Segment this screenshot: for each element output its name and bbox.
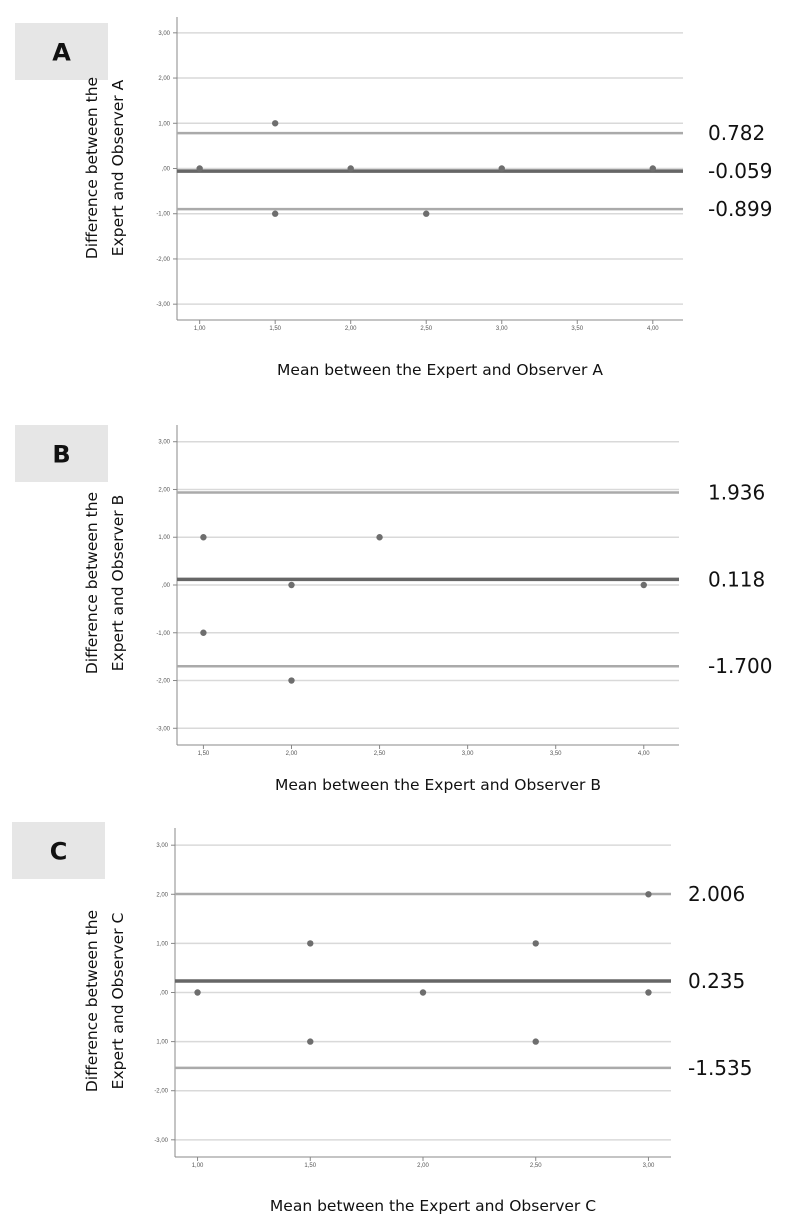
x-tick-label: 2,50: [420, 326, 432, 332]
y-tick-label: ,00: [160, 991, 169, 997]
y-axis-title-line1: Difference between the: [83, 492, 101, 674]
data-point: [194, 989, 201, 996]
y-tick-label: ,00: [162, 583, 171, 589]
limit-of-agreement-label: 0.782: [708, 121, 765, 145]
x-tick-label: 1,50: [198, 751, 210, 757]
data-point: [419, 989, 427, 996]
x-tick-label: 2,50: [374, 751, 386, 757]
panel-b: B 3,00 2,00 1,00 ,00 -1,00 -2,00 -3,00 1,50 2,00 2…: [15, 425, 772, 794]
x-tick-label: 2,00: [417, 1163, 429, 1169]
data-point: [288, 581, 295, 589]
x-tick-label: 2,50: [530, 1163, 542, 1169]
y-tick-label: 2,00: [158, 487, 170, 493]
x-tick-label: 4,00: [647, 326, 659, 332]
panel-badge: [15, 425, 108, 482]
y-tick-label: 1,00: [156, 941, 168, 947]
y-tick-label: 3,00: [156, 843, 168, 849]
x-tick-label: 2,00: [286, 751, 298, 757]
panel-badge: [15, 23, 108, 80]
x-tick-label: 3,00: [643, 1163, 655, 1169]
mean-difference-label: 0.235: [688, 969, 745, 993]
y-axis-title-line2: Expert and Observer C: [109, 913, 127, 1090]
limit-of-agreement-label: -1.700: [708, 654, 772, 678]
y-tick-label: -1,00: [156, 631, 170, 637]
data-point: [645, 891, 652, 898]
data-point: [196, 165, 203, 172]
y-tick-label: -3,00: [156, 726, 170, 732]
y-tick-label: -2,00: [156, 679, 170, 685]
data-point: [498, 165, 505, 172]
data-point: [200, 629, 207, 636]
mean-difference-label: 0.118: [708, 567, 765, 591]
x-tick-label: 3,50: [550, 751, 562, 757]
panel-letter: C: [50, 838, 68, 866]
data-point: [423, 210, 430, 217]
data-point: [645, 989, 652, 996]
data-point: [307, 940, 314, 947]
limit-of-agreement-label: 2.006: [688, 882, 745, 906]
y-tick-label: 2,00: [156, 892, 168, 898]
data-point: [640, 581, 647, 589]
limit-of-agreement-label: -0.899: [708, 197, 772, 221]
y-tick-label: 3,00: [158, 440, 170, 446]
data-point: [532, 940, 539, 947]
y-tick-label: 1,00: [158, 535, 170, 541]
data-point: [532, 1038, 539, 1045]
limit-of-agreement-label: -1.535: [688, 1056, 752, 1080]
y-axis-title-line1: Difference between the: [83, 77, 101, 259]
x-axis-title: Mean between the Expert and Observer A: [277, 361, 603, 379]
y-tick-label: -3,00: [156, 302, 170, 308]
y-tick-label: 2,00: [158, 76, 170, 82]
y-tick-label: -2,00: [154, 1089, 168, 1095]
y-tick-label: -2,00: [156, 257, 170, 263]
data-point: [649, 165, 656, 172]
data-point: [307, 1038, 314, 1045]
data-point: [376, 534, 383, 541]
y-axis-title-line1: Difference between the: [83, 910, 101, 1092]
panel-c: C 3,00 2,00 1,00 ,00 1,00 -2,00 -3,00 1,00 1,50 2,…: [12, 822, 752, 1215]
x-tick-label: 1,00: [192, 1163, 204, 1169]
x-axis-title: Mean between the Expert and Observer C: [270, 1197, 596, 1215]
y-axis-title-line2: Expert and Observer B: [109, 495, 127, 671]
data-point: [271, 120, 279, 127]
y-tick-label: 3,00: [158, 31, 170, 37]
x-tick-label: 3,00: [462, 751, 474, 757]
x-tick-label: 3,00: [496, 326, 508, 332]
data-point: [288, 677, 295, 684]
limit-of-agreement-label: 1.936: [708, 481, 765, 505]
panel-letter: A: [52, 39, 71, 67]
y-tick-label: 1,00: [158, 121, 170, 127]
data-point: [347, 165, 354, 172]
data-point: [271, 210, 279, 217]
x-tick-label: 1,00: [194, 326, 206, 332]
y-tick-label: 1,00: [156, 1040, 168, 1046]
x-tick-label: 2,00: [345, 326, 357, 332]
x-axis-title: Mean between the Expert and Observer B: [275, 776, 601, 794]
data-point: [200, 534, 207, 541]
y-tick-label: -1,00: [156, 212, 170, 218]
panel-letter: B: [52, 441, 70, 469]
y-axis-title-line2: Expert and Observer A: [109, 79, 127, 256]
mean-difference-label: -0.059: [708, 159, 772, 183]
x-tick-label: 1,50: [269, 326, 281, 332]
panel-badge: [12, 822, 105, 879]
panel-a: A 3,00 2,00 1,00 ,00 -1,00 -2,00 -3,00 1,00 1,50 2…: [15, 17, 772, 379]
x-tick-label: 4,00: [638, 751, 650, 757]
x-tick-label: 3,50: [571, 326, 583, 332]
y-tick-label: -3,00: [154, 1138, 168, 1144]
x-tick-label: 1,50: [304, 1163, 316, 1169]
y-tick-label: ,00: [162, 167, 171, 173]
